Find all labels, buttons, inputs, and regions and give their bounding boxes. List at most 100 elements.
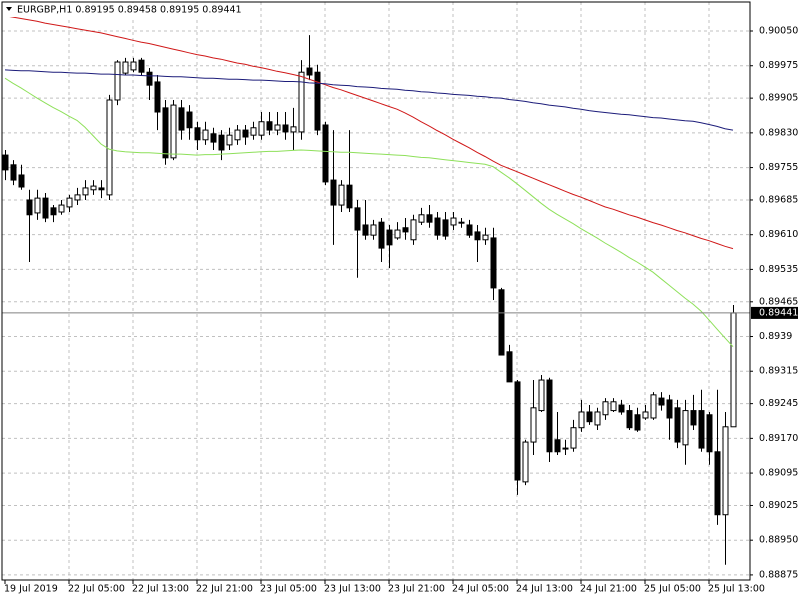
candle-body — [18, 174, 25, 188]
candle-body — [426, 214, 433, 223]
candle-body — [202, 129, 209, 141]
candle-body — [730, 312, 737, 428]
candle-body — [386, 229, 393, 246]
candle-body — [258, 121, 265, 136]
x-tick-label: 23 Jul 05:00 — [260, 584, 317, 595]
y-tick-label: 0.89975 — [759, 60, 798, 71]
candle-body — [34, 197, 41, 214]
candle-body — [362, 224, 369, 236]
y-tick-label: 0.89315 — [759, 366, 798, 377]
x-tick-label: 19 Jul 2019 — [4, 584, 58, 595]
candle-body — [722, 426, 729, 516]
candle-body — [274, 124, 281, 131]
y-tick-label: 0.89245 — [759, 398, 798, 409]
candle-body — [242, 129, 249, 138]
current-price-box — [751, 306, 798, 319]
current-price-label: 0.89441 — [759, 307, 798, 318]
candle-body — [570, 427, 577, 449]
candle-body — [610, 401, 617, 412]
menu-arrow[interactable] — [6, 7, 12, 11]
candle-body — [66, 197, 73, 208]
plot — [2, 15, 750, 565]
candle-body — [234, 129, 241, 141]
candle-body — [506, 351, 513, 383]
candle-body — [650, 394, 657, 419]
candle-body — [154, 81, 161, 113]
x-tick-label: 24 Jul 05:00 — [452, 584, 509, 595]
y-tick-label: 0.88875 — [759, 569, 798, 580]
candle-body — [410, 219, 417, 241]
x-tick-label: 23 Jul 13:00 — [324, 584, 381, 595]
candle-body — [474, 231, 481, 241]
candle-body — [58, 204, 65, 213]
candle-body — [50, 207, 57, 216]
y-tick-label: 0.89095 — [759, 468, 798, 479]
candle-body — [706, 414, 713, 453]
candle-body — [498, 289, 505, 356]
moving-average — [4, 77, 734, 348]
candle-body — [114, 61, 121, 101]
candle-body — [290, 126, 297, 133]
candle-body — [42, 197, 49, 219]
candle-body — [458, 221, 465, 224]
candle-body — [642, 411, 649, 419]
y-tick-label: 0.89025 — [759, 500, 798, 511]
candle-body — [282, 124, 289, 133]
candle-body — [250, 127, 257, 136]
candle-body — [226, 134, 233, 146]
candle-body — [130, 61, 137, 71]
candle-body — [674, 407, 681, 443]
y-tick-label: 0.89465 — [759, 296, 798, 307]
candle-body — [370, 224, 377, 236]
candle-body — [210, 133, 217, 143]
candle-body — [402, 227, 409, 233]
y-tick-label: 0.89755 — [759, 162, 798, 173]
y-tick-label: 0.89830 — [759, 127, 798, 138]
x-tick-label: 22 Jul 05:00 — [68, 584, 125, 595]
candle-body — [522, 441, 529, 483]
candle-body — [298, 71, 305, 133]
candle-body — [466, 224, 473, 236]
candle-body — [354, 207, 361, 231]
candle-body — [218, 134, 225, 151]
candle-body — [146, 71, 153, 86]
candle-body — [394, 229, 401, 239]
candle-body — [186, 111, 193, 129]
candle-body — [450, 217, 457, 226]
candle-body — [26, 199, 33, 216]
y-tick-label: 0.90050 — [759, 26, 798, 37]
x-tick-label: 23 Jul 21:00 — [388, 584, 445, 595]
candle-body — [602, 401, 609, 416]
x-tick-label: 25 Jul 05:00 — [644, 584, 701, 595]
chart-title: EURGBP,H1 0.89195 0.89458 0.89195 0.8944… — [17, 5, 242, 16]
candle-body — [90, 185, 97, 191]
candle-body — [10, 164, 17, 181]
candle-body — [594, 411, 601, 426]
y-tick-label: 0.89535 — [759, 264, 798, 275]
candle-body — [698, 410, 705, 449]
candle-body — [514, 381, 521, 481]
moving-average — [4, 69, 734, 131]
title-background — [3, 3, 251, 17]
candle-body — [578, 411, 585, 429]
candle-body — [162, 107, 169, 159]
plot-frame — [1, 1, 751, 581]
candle-body — [586, 411, 593, 423]
candle-body — [346, 184, 353, 209]
candle-body — [106, 99, 113, 196]
candle-body — [194, 127, 201, 141]
candle-body — [434, 217, 441, 236]
candle-body — [178, 107, 185, 131]
y-tick-label: 0.89170 — [759, 433, 798, 444]
candle-body — [306, 67, 313, 76]
candle-body — [2, 154, 9, 171]
candle-body — [554, 439, 561, 453]
candle-body — [626, 410, 633, 429]
x-tick-label: 22 Jul 21:00 — [196, 584, 253, 595]
axes: 0.90050 0.89975 0.89905 0.89830 0.89755 0.896… — [4, 26, 798, 595]
candle-body — [634, 414, 641, 431]
candle-body — [122, 61, 129, 74]
y-tick-label: 0.89610 — [759, 229, 798, 240]
candle-body — [530, 407, 537, 443]
